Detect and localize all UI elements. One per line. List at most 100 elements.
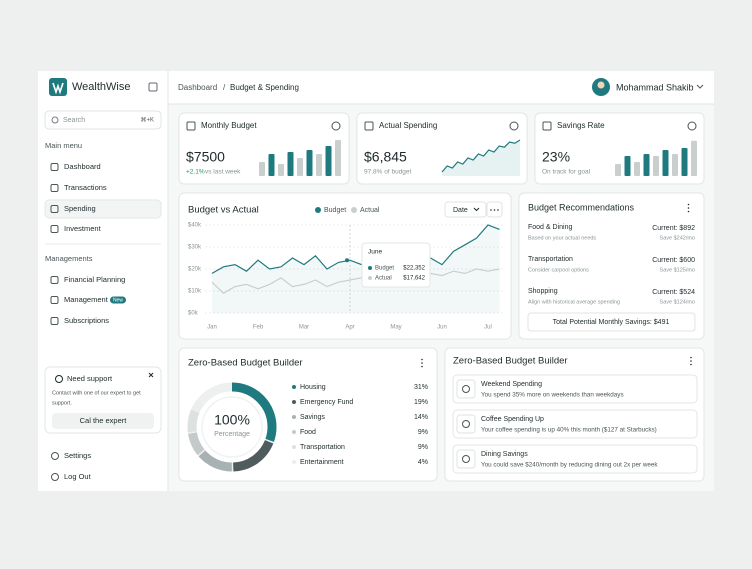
donut-segment xyxy=(187,382,277,472)
y-tick-label: $0k xyxy=(188,311,199,317)
user-menu-chevron[interactable] xyxy=(696,84,704,89)
search-box[interactable] xyxy=(44,110,162,130)
footer-item[interactable]: Log Out xyxy=(64,472,92,481)
mini-bar xyxy=(691,140,697,176)
y-tick-label: $40k xyxy=(188,223,202,229)
more-dot xyxy=(421,365,423,368)
legend-swatch xyxy=(292,445,296,449)
stat-title: Savings Rate xyxy=(557,121,605,130)
insight-title: Weekend Spending xyxy=(481,381,542,388)
card-title: Budget Recommendations xyxy=(528,202,635,212)
mini-bar xyxy=(662,150,669,176)
x-tick-label: Mar xyxy=(299,325,309,331)
stat-value: 23% xyxy=(542,149,570,165)
x-tick-label: Jun xyxy=(437,325,447,331)
y-tick-label: $10k xyxy=(188,289,202,295)
rec-name: Shopping xyxy=(528,288,558,295)
value-label: 19% xyxy=(414,399,428,406)
menu-item[interactable]: Dashboard xyxy=(64,162,101,171)
legend-swatch xyxy=(315,207,321,213)
total-text: Total Potential Monthly Savings: $491 xyxy=(553,319,670,326)
dropdown-chevron xyxy=(473,207,480,212)
mini-bar xyxy=(672,154,678,176)
budget-card xyxy=(178,347,438,482)
more-dot xyxy=(690,363,692,366)
more-dot xyxy=(421,362,423,364)
stat-icon xyxy=(542,121,552,131)
value-label: 9% xyxy=(418,429,428,436)
insight-row xyxy=(452,444,698,474)
insight-glyph xyxy=(462,420,470,428)
info-icon xyxy=(331,121,341,131)
chart-title: Budget vs Actual xyxy=(188,205,259,216)
support-icon xyxy=(55,375,63,383)
menu-item[interactable]: Financial Planning xyxy=(64,275,125,284)
menu-icon xyxy=(50,163,59,171)
tooltip-label: Actual xyxy=(375,276,392,282)
mini-line xyxy=(441,139,521,173)
rec-save: Save $242/mo xyxy=(660,235,695,241)
mini-bar xyxy=(624,156,631,176)
support-text: Contact with one of our expert to get xyxy=(52,390,141,396)
card-title: Zero-Based Budget Builder xyxy=(453,356,568,367)
support-button[interactable] xyxy=(52,413,154,429)
support-text: support. xyxy=(52,400,72,406)
mini-bar xyxy=(306,150,313,176)
menu-item[interactable]: Spending xyxy=(64,204,96,213)
rec-note: Align with historical average spending xyxy=(528,299,620,305)
menu-item[interactable]: Subscriptions xyxy=(64,316,109,325)
footer-icon xyxy=(51,473,59,481)
y-tick-label: $20k xyxy=(188,267,202,273)
menu-icon xyxy=(50,184,59,192)
stat-icon xyxy=(364,121,374,131)
legend-swatch xyxy=(292,400,296,404)
insight-icon xyxy=(456,449,476,469)
insight-row xyxy=(452,409,698,439)
mini-bar xyxy=(681,148,688,176)
dropdown-label[interactable]: Date xyxy=(453,207,468,214)
info-icon xyxy=(509,121,519,131)
search-placeholder[interactable]: Search xyxy=(63,117,85,124)
menu-item[interactable]: Transactions xyxy=(64,183,107,192)
support-button-text[interactable]: Cal the expert xyxy=(80,416,128,425)
rec-current: Current: $600 xyxy=(652,257,695,264)
value-label: 9% xyxy=(418,444,428,451)
menu-item[interactable]: Management xyxy=(64,295,109,304)
insight-text: Your coffee spending is up 40% this mont… xyxy=(481,427,657,434)
footer-item[interactable]: Settings xyxy=(64,451,91,460)
section-label: Managements xyxy=(45,254,93,263)
breadcrumb-separator: / xyxy=(223,83,226,92)
rec-note: Based on your actual needs xyxy=(528,235,596,241)
date-dropdown[interactable] xyxy=(444,201,487,218)
close-icon[interactable] xyxy=(148,372,154,378)
series-line xyxy=(211,224,500,274)
collapse-button[interactable] xyxy=(148,82,158,92)
menu-item[interactable]: Investment xyxy=(64,224,102,233)
donut-segment xyxy=(187,382,277,472)
tooltip-value: $17,642 xyxy=(403,276,425,282)
stat-note: vs last week xyxy=(205,169,241,176)
more-dot xyxy=(493,209,496,211)
insight-icon xyxy=(456,379,476,399)
rec-name: Transportation xyxy=(528,256,573,263)
menu-icon xyxy=(50,225,59,233)
legend-label: Housing xyxy=(300,384,326,391)
rec-save: Save $124/mo xyxy=(660,299,695,305)
breadcrumb[interactable]: Dashboard xyxy=(178,83,217,92)
donut-value: 100% xyxy=(214,412,250,428)
mini-bar xyxy=(287,152,294,176)
legend-label: Savings xyxy=(300,414,325,421)
mini-bar xyxy=(297,158,303,176)
rec-name: Food & Dining xyxy=(528,224,572,231)
menu-icon xyxy=(50,296,59,304)
stat-change: +2.1% xyxy=(186,169,205,176)
user-name: Mohammad Shakib xyxy=(616,82,694,92)
stat-note: 97.8% of budget xyxy=(364,169,412,176)
tooltip-title: June xyxy=(368,249,382,256)
badge-text: New xyxy=(113,297,123,303)
y-tick-label: $30k xyxy=(188,245,202,251)
legend-swatch xyxy=(292,460,296,464)
topbar xyxy=(168,71,714,104)
stat-title: Actual Spending xyxy=(379,121,437,130)
mini-bar xyxy=(335,140,341,176)
